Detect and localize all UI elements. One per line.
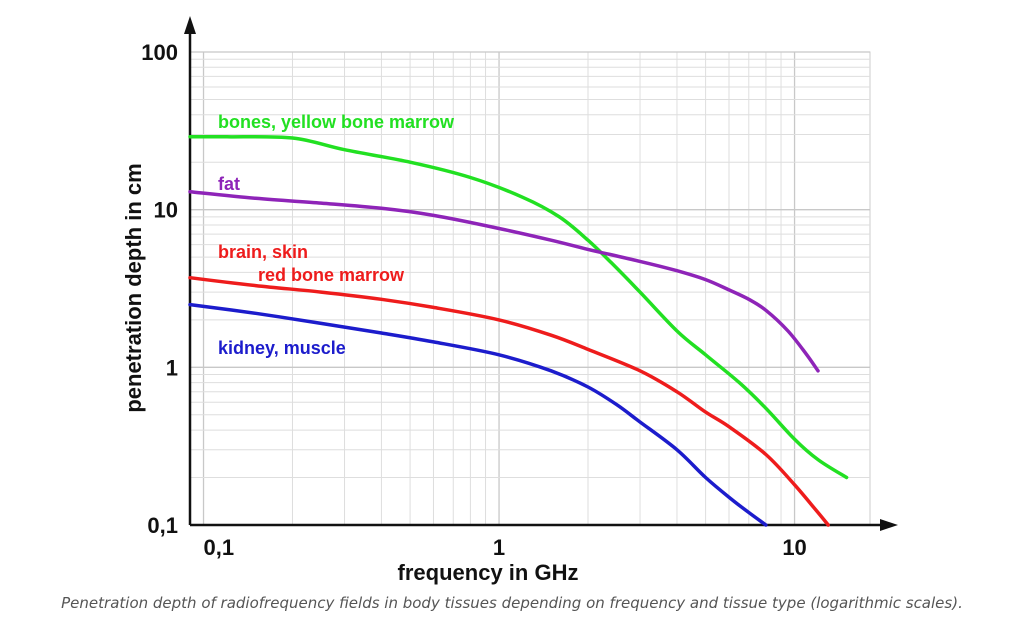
series-lines — [188, 134, 849, 527]
x-tick-label: 1 — [493, 535, 505, 560]
series-line-1 — [188, 189, 820, 373]
tick-labels: 0,1 1 10 0,1 1 10 100 — [141, 40, 807, 560]
x-axis-title: frequency in GHz — [398, 560, 579, 585]
y-tick-label: 0,1 — [147, 513, 178, 538]
series-line-3 — [188, 302, 768, 527]
x-tick-label: 10 — [782, 535, 806, 560]
series-line-2 — [188, 275, 830, 527]
grid — [189, 51, 871, 526]
series-label-2: red bone marrow — [258, 265, 405, 285]
y-axis-arrow-icon — [184, 16, 196, 34]
x-tick-label: 0,1 — [204, 535, 235, 560]
series-label-0: bones, yellow bone marrow — [218, 112, 455, 132]
series-label-2: brain, skin — [218, 242, 308, 262]
y-tick-label: 10 — [154, 198, 178, 223]
series-label-1: fat — [218, 174, 240, 194]
x-axis-arrow-icon — [880, 519, 898, 531]
series-labels: bones, yellow bone marrow fat brain, skin r… — [218, 112, 455, 358]
y-tick-label: 100 — [141, 40, 178, 65]
series-line-0 — [188, 134, 849, 480]
y-axis-title: penetration depth in cm — [121, 163, 146, 412]
y-tick-label: 1 — [166, 355, 178, 380]
series-label-3: kidney, muscle — [218, 338, 346, 358]
figure-caption: Penetration depth of radiofrequency fiel… — [61, 594, 963, 612]
